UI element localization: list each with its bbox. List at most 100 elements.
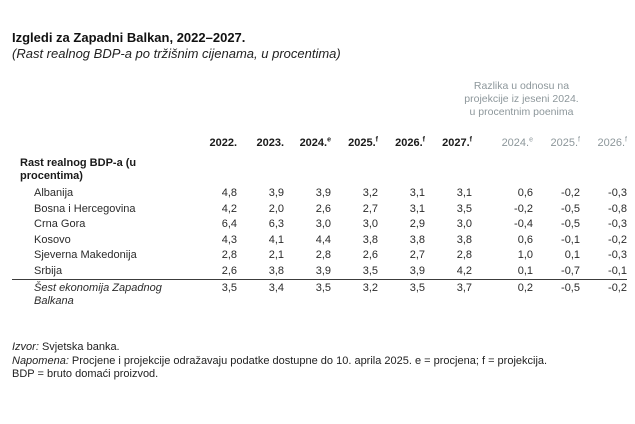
country-name: Kosovo bbox=[34, 233, 71, 246]
value-cell: 2,8 bbox=[221, 249, 237, 261]
value-cell: 2,8 bbox=[456, 249, 472, 261]
country-row: Crna Gora 6,4 6,3 3,0 3,0 2,9 3,0 -0,4 -0,5 -0,3 bbox=[12, 217, 627, 233]
note-text: Procjene i projekcije odražavaju podatke… bbox=[68, 354, 548, 367]
value-cell: 3,8 bbox=[409, 233, 425, 246]
column-gap bbox=[472, 279, 486, 308]
gdp-growth-table: 2022. 2023. 2024.e 2025.f 2026.f 2027.f 2024.e… bbox=[12, 131, 627, 308]
diff-value-cell: -0,5 bbox=[561, 218, 580, 230]
value-cell: 2,6 bbox=[362, 249, 378, 261]
method-note: Napomena: Procjene i projekcije odražava… bbox=[12, 355, 547, 369]
value-cell: 3,9 bbox=[315, 264, 331, 277]
value-cell: 6,4 bbox=[221, 218, 237, 230]
group-header-row: Rast realnog BDP-a (u procentima) bbox=[12, 149, 627, 186]
diff-year-column-header: 2024.e bbox=[486, 131, 533, 149]
diff-value-cell: 0,2 bbox=[486, 279, 533, 308]
bdp-note: BDP = bruto domaći proizvod. bbox=[12, 368, 159, 380]
footnotes: Izvor: Svjetska banka. Napomena: Procjen… bbox=[12, 341, 547, 382]
diff-value-cell: -0,2 bbox=[580, 279, 627, 308]
value-cell: 2,7 bbox=[362, 202, 378, 215]
diff-columns-note: Razlika u odnosu na projekcije iz jeseni… bbox=[414, 80, 629, 119]
country-name: Sjeverna Makedonija bbox=[34, 249, 137, 261]
column-gap bbox=[472, 131, 486, 149]
column-header-row: 2022. 2023. 2024.e 2025.f 2026.f 2027.f 2024.e… bbox=[12, 131, 627, 149]
diff-value-cell: -0,2 bbox=[514, 202, 533, 215]
diff-value-cell: -0,1 bbox=[561, 233, 580, 246]
diff-value-cell: -0,8 bbox=[608, 202, 627, 215]
country-label-cell: Kosovo bbox=[12, 233, 190, 249]
country-name: Bosna i Hercegovina bbox=[34, 202, 136, 215]
footnote-marker: f bbox=[422, 136, 425, 144]
page-title: Izgledi za Zapadni Balkan, 2022–2027. bbox=[12, 30, 246, 45]
source-text: Svjetska banka. bbox=[38, 341, 120, 353]
value-cell: 4,3 bbox=[221, 233, 237, 246]
value-cell: 3,5 bbox=[378, 279, 425, 308]
diff-note-line: projekcije iz jeseni 2024. bbox=[464, 93, 579, 105]
value-cell: 3,1 bbox=[409, 187, 425, 199]
diff-year-column-header: 2026.f bbox=[580, 131, 627, 149]
footnote-marker: f bbox=[469, 136, 472, 144]
diff-value-cell: 0,1 bbox=[564, 249, 580, 261]
value-cell: 3,5 bbox=[362, 264, 378, 277]
value-cell: 3,8 bbox=[456, 233, 472, 246]
footnote-marker: e bbox=[529, 136, 533, 144]
column-gap bbox=[472, 264, 486, 280]
footnote-marker: e bbox=[327, 136, 331, 144]
country-name: Albanija bbox=[34, 187, 74, 199]
value-cell: 3,1 bbox=[409, 202, 425, 215]
value-cell: 2,8 bbox=[315, 249, 331, 261]
diff-value-cell: -0,2 bbox=[608, 233, 627, 246]
column-gap bbox=[472, 217, 486, 233]
year-label: 2026. bbox=[395, 137, 423, 149]
year-label: 2022. bbox=[209, 137, 237, 149]
country-label-cell: Srbija bbox=[12, 264, 190, 280]
country-name: Srbija bbox=[34, 264, 63, 277]
value-cell: 4,2 bbox=[221, 202, 237, 215]
diff-note-line: u procentnim poenima bbox=[469, 106, 574, 118]
country-row: Srbija 2,6 3,8 3,9 3,5 3,9 4,2 0,1 -0,7 -0,1 bbox=[12, 264, 627, 280]
row-label-column-header bbox=[12, 131, 190, 149]
value-cell: 2,7 bbox=[409, 249, 425, 261]
diff-value-cell: -0,1 bbox=[608, 264, 627, 277]
diff-value-cell: -0,5 bbox=[561, 202, 580, 215]
value-cell: 2,9 bbox=[409, 218, 425, 230]
source-label: Izvor: bbox=[12, 341, 39, 353]
footnote-marker: f bbox=[578, 136, 580, 144]
year-label: 2025. bbox=[550, 137, 579, 149]
diff-value-cell: -0,7 bbox=[561, 264, 580, 277]
value-cell: 2,1 bbox=[268, 249, 284, 261]
footnote-marker: f bbox=[625, 136, 627, 144]
diff-value-cell: -0,3 bbox=[608, 187, 627, 199]
value-cell: 3,9 bbox=[268, 187, 284, 199]
year-column-header: 2022. bbox=[190, 131, 237, 149]
page-subtitle: (Rast realnog BDP-a po tržišnim cijenama… bbox=[12, 46, 341, 61]
diff-value-cell: -0,3 bbox=[608, 218, 627, 230]
year-label: 2024. bbox=[299, 137, 328, 149]
diff-value-cell: -0,5 bbox=[533, 279, 580, 308]
value-cell: 3,4 bbox=[237, 279, 284, 308]
value-cell: 4,1 bbox=[268, 233, 284, 246]
country-label-cell: Crna Gora bbox=[12, 217, 190, 233]
source-note: Izvor: Svjetska banka. bbox=[12, 341, 547, 355]
note-label: Napomena: bbox=[12, 354, 69, 367]
value-cell: 3,0 bbox=[315, 218, 331, 230]
year-label: 2024. bbox=[501, 137, 530, 149]
footnote-marker: f bbox=[375, 136, 378, 144]
country-row: Sjeverna Makedonija 2,8 2,1 2,8 2,6 2,7 2,8 1,0… bbox=[12, 248, 627, 264]
aggregate-total-row: Šest ekonomija Zapadnog Balkana 3,5 3,4 3,5… bbox=[12, 279, 627, 308]
country-label-cell: Bosna i Hercegovina bbox=[12, 202, 190, 218]
value-cell: 4,8 bbox=[221, 187, 237, 199]
country-row: Kosovo 4,3 4,1 4,4 3,8 3,8 3,8 0,6 -0,1 -0,2 bbox=[12, 233, 627, 249]
diff-value-cell: 0,6 bbox=[517, 187, 533, 199]
value-cell: 3,5 bbox=[456, 202, 472, 215]
value-cell: 3,1 bbox=[456, 187, 472, 199]
value-cell: 3,5 bbox=[190, 279, 237, 308]
value-cell: 6,3 bbox=[268, 218, 284, 230]
diff-year-column-header: 2025.f bbox=[533, 131, 580, 149]
value-cell: 2,6 bbox=[221, 264, 237, 277]
country-row: Albanija 4,8 3,9 3,9 3,2 3,1 3,1 0,6 -0,2 -0,3 bbox=[12, 186, 627, 202]
aggregate-label-cell: Šest ekonomija Zapadnog Balkana bbox=[12, 279, 190, 308]
country-row: Bosna i Hercegovina 4,2 2,0 2,6 2,7 3,1 3,5 -0,… bbox=[12, 202, 627, 218]
diff-value-cell: -0,2 bbox=[561, 187, 580, 199]
value-cell: 3,2 bbox=[362, 187, 378, 199]
value-cell: 4,2 bbox=[456, 264, 472, 277]
